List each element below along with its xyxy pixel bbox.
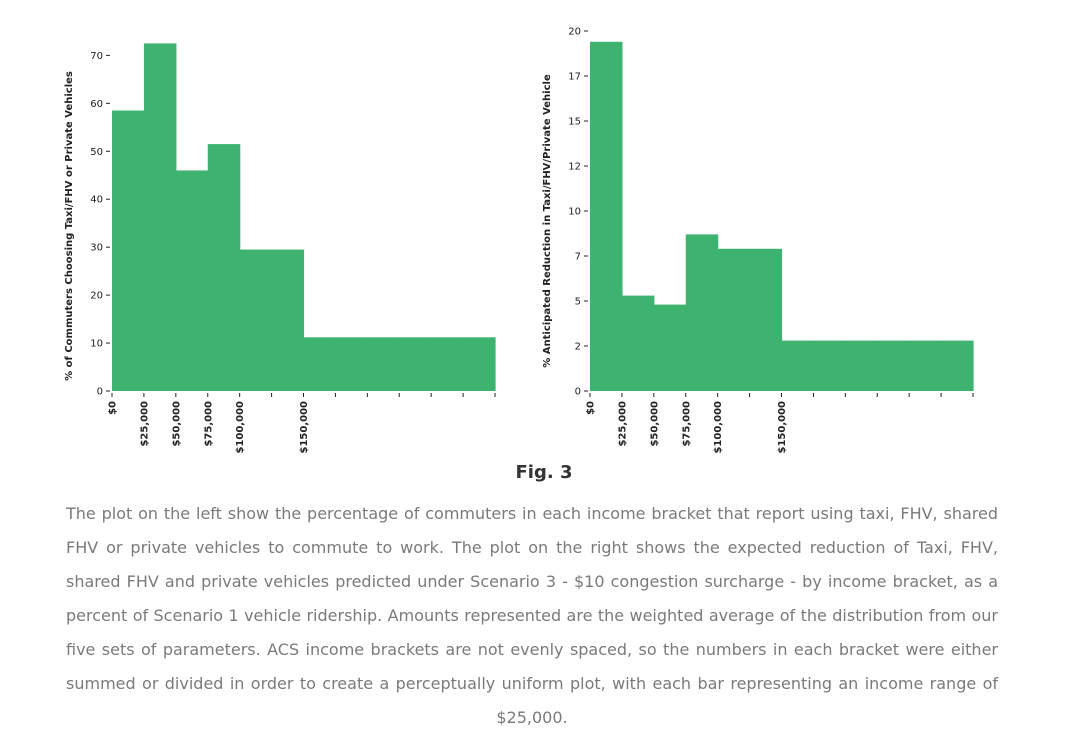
y-tick-label: 40 (90, 195, 103, 206)
y-tick-label: 20 (90, 291, 103, 302)
x-tick-label: $0 (586, 401, 597, 415)
y-tick-label: 2 (575, 342, 581, 353)
x-tick-label: $75,000 (681, 401, 692, 447)
y-tick-label: 0 (97, 387, 103, 398)
y-tick-label: 60 (90, 99, 103, 110)
y-tick-label: 7 (575, 252, 581, 263)
histogram-bar (749, 248, 783, 391)
y-axis-label: % of Commuters Choosing Taxi/FHV or Priv… (64, 71, 75, 381)
y-tick-label: 10 (568, 207, 581, 218)
y-tick-label: 10 (90, 339, 103, 350)
histogram-bar (717, 248, 751, 391)
y-tick-label: 50 (90, 147, 103, 158)
histogram-bar (431, 337, 464, 391)
y-tick-label: 30 (90, 243, 103, 254)
histogram-bar (813, 340, 846, 391)
chart-anticipated-reduction: 0 2 5 7 10 12 15 17 20 $0 $25,000 $50,000 $75,000 $10… (542, 27, 974, 454)
figure-charts: 0 10 20 30 40 50 60 70 $0 $25,000 $50,000 $75,000 $1… (64, 27, 974, 454)
histogram-bar (653, 304, 687, 391)
y-tick-label: 17 (568, 72, 581, 83)
figure-title: Fig. 3 (515, 462, 573, 483)
y-tick-label: 0 (575, 387, 581, 398)
x-tick-label: $25,000 (617, 401, 628, 447)
x-tick-label: $75,000 (203, 401, 214, 447)
chart-commuters-choosing-vehicles: 0 10 20 30 40 50 60 70 $0 $25,000 $50,000 $75,000 $1… (64, 43, 496, 454)
histogram-bar (143, 43, 177, 392)
histogram-bar (303, 337, 337, 391)
histogram-bar (335, 337, 368, 391)
histogram-bar (590, 41, 623, 392)
histogram-bar (399, 337, 432, 391)
x-tick-label: $0 (108, 401, 119, 415)
figure-caption: The plot on the left show the percentage… (66, 504, 998, 727)
histogram-bar (239, 249, 273, 391)
histogram-bar (271, 249, 305, 391)
y-tick-label: 20 (568, 27, 581, 38)
x-tick-label: $50,000 (649, 401, 660, 447)
y-tick-label: 12 (568, 162, 581, 173)
histogram-bar (781, 340, 815, 391)
histogram-bar (909, 340, 942, 391)
histogram-bar (207, 144, 241, 391)
y-tick-label: 15 (568, 117, 581, 128)
histogram-bar (175, 170, 209, 391)
x-tick-label: $50,000 (171, 401, 182, 447)
histogram-bar (112, 110, 145, 392)
x-tick-label: $25,000 (139, 401, 150, 447)
x-tick-label: $100,000 (235, 401, 246, 454)
y-tick-label: 5 (575, 297, 581, 308)
histogram-bar (367, 337, 400, 391)
x-tick-label: $100,000 (713, 401, 724, 454)
histogram-bar (845, 340, 878, 391)
y-axis-label: % Anticipated Reduction in Taxi/FHV/Priv… (542, 74, 553, 368)
histogram-bar (685, 234, 719, 391)
histogram-bar (621, 295, 655, 391)
histogram-bar (877, 340, 910, 391)
y-tick-label: 70 (90, 51, 103, 62)
histogram-bar (941, 340, 974, 391)
x-tick-label: $150,000 (777, 401, 788, 454)
histogram-bar (463, 337, 496, 391)
x-tick-label: $150,000 (299, 401, 310, 454)
